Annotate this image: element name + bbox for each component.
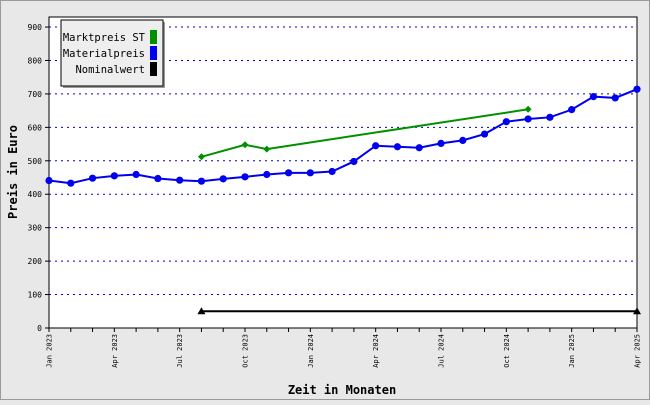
x-tick-label: Oct 2024 (503, 334, 511, 368)
data-point (546, 113, 554, 121)
data-point (524, 105, 532, 113)
data-point (263, 145, 271, 153)
y-tick-label: 0 (37, 324, 42, 333)
data-point (154, 174, 162, 183)
x-tick-label: Jan 2025 (568, 334, 576, 368)
data-point (568, 106, 576, 114)
legend-swatch (150, 30, 157, 44)
y-tick-label: 400 (28, 190, 43, 199)
data-point (611, 94, 619, 102)
data-point (633, 307, 641, 315)
data-point (67, 179, 75, 187)
x-tick-label: Oct 2023 (242, 334, 250, 368)
y-tick-label: 700 (28, 90, 43, 99)
data-point (45, 176, 53, 185)
data-point (524, 115, 532, 123)
data-point (219, 175, 227, 183)
y-tick-label: 500 (28, 157, 43, 166)
data-point (306, 169, 314, 177)
data-point (480, 130, 489, 138)
y-tick-label: 800 (28, 56, 43, 65)
data-point (110, 172, 118, 180)
data-point (437, 139, 445, 148)
series-line (201, 108, 529, 158)
data-point (241, 173, 249, 181)
data-point (263, 170, 271, 179)
legend-label: Nominalwert (75, 64, 145, 76)
data-point (197, 177, 206, 185)
legend-label: Marktpreis ST (63, 32, 146, 44)
y-tick-label: 100 (28, 291, 43, 300)
y-tick-label: 200 (28, 257, 43, 266)
data-point (589, 92, 598, 101)
y-tick-label: 900 (28, 23, 43, 32)
x-tick-label: Apr 2023 (111, 334, 119, 368)
x-axis-label: Zeit in Monaten (288, 383, 396, 397)
data-point (132, 170, 140, 179)
x-tick-label: Jan 2023 (46, 334, 54, 368)
data-point (328, 167, 336, 176)
legend-swatch (150, 62, 157, 76)
legend-box (60, 19, 164, 87)
data-point (633, 85, 641, 93)
data-point (372, 142, 380, 150)
x-tick-label: Apr 2025 (634, 334, 642, 368)
data-point (176, 176, 184, 184)
data-point (350, 157, 358, 166)
data-point (393, 143, 402, 151)
data-point (415, 144, 423, 152)
y-tick-label: 600 (28, 123, 43, 132)
x-tick-label: Jan 2024 (307, 334, 315, 368)
series-line (48, 88, 638, 185)
y-axis-label: Preis in Euro (6, 125, 20, 219)
data-point (241, 141, 249, 149)
data-point (88, 174, 97, 182)
data-point (459, 136, 467, 144)
x-tick-label: Jul 2024 (438, 334, 446, 368)
legend-swatch (150, 46, 157, 60)
x-tick-label: Apr 2024 (372, 334, 380, 368)
x-tick-label: Jul 2023 (176, 334, 184, 368)
data-point (502, 118, 510, 126)
legend-label: Materialpreis (63, 48, 145, 60)
y-tick-label: 300 (28, 224, 43, 233)
data-point (197, 153, 205, 161)
data-point (284, 169, 293, 177)
data-point (197, 307, 206, 315)
